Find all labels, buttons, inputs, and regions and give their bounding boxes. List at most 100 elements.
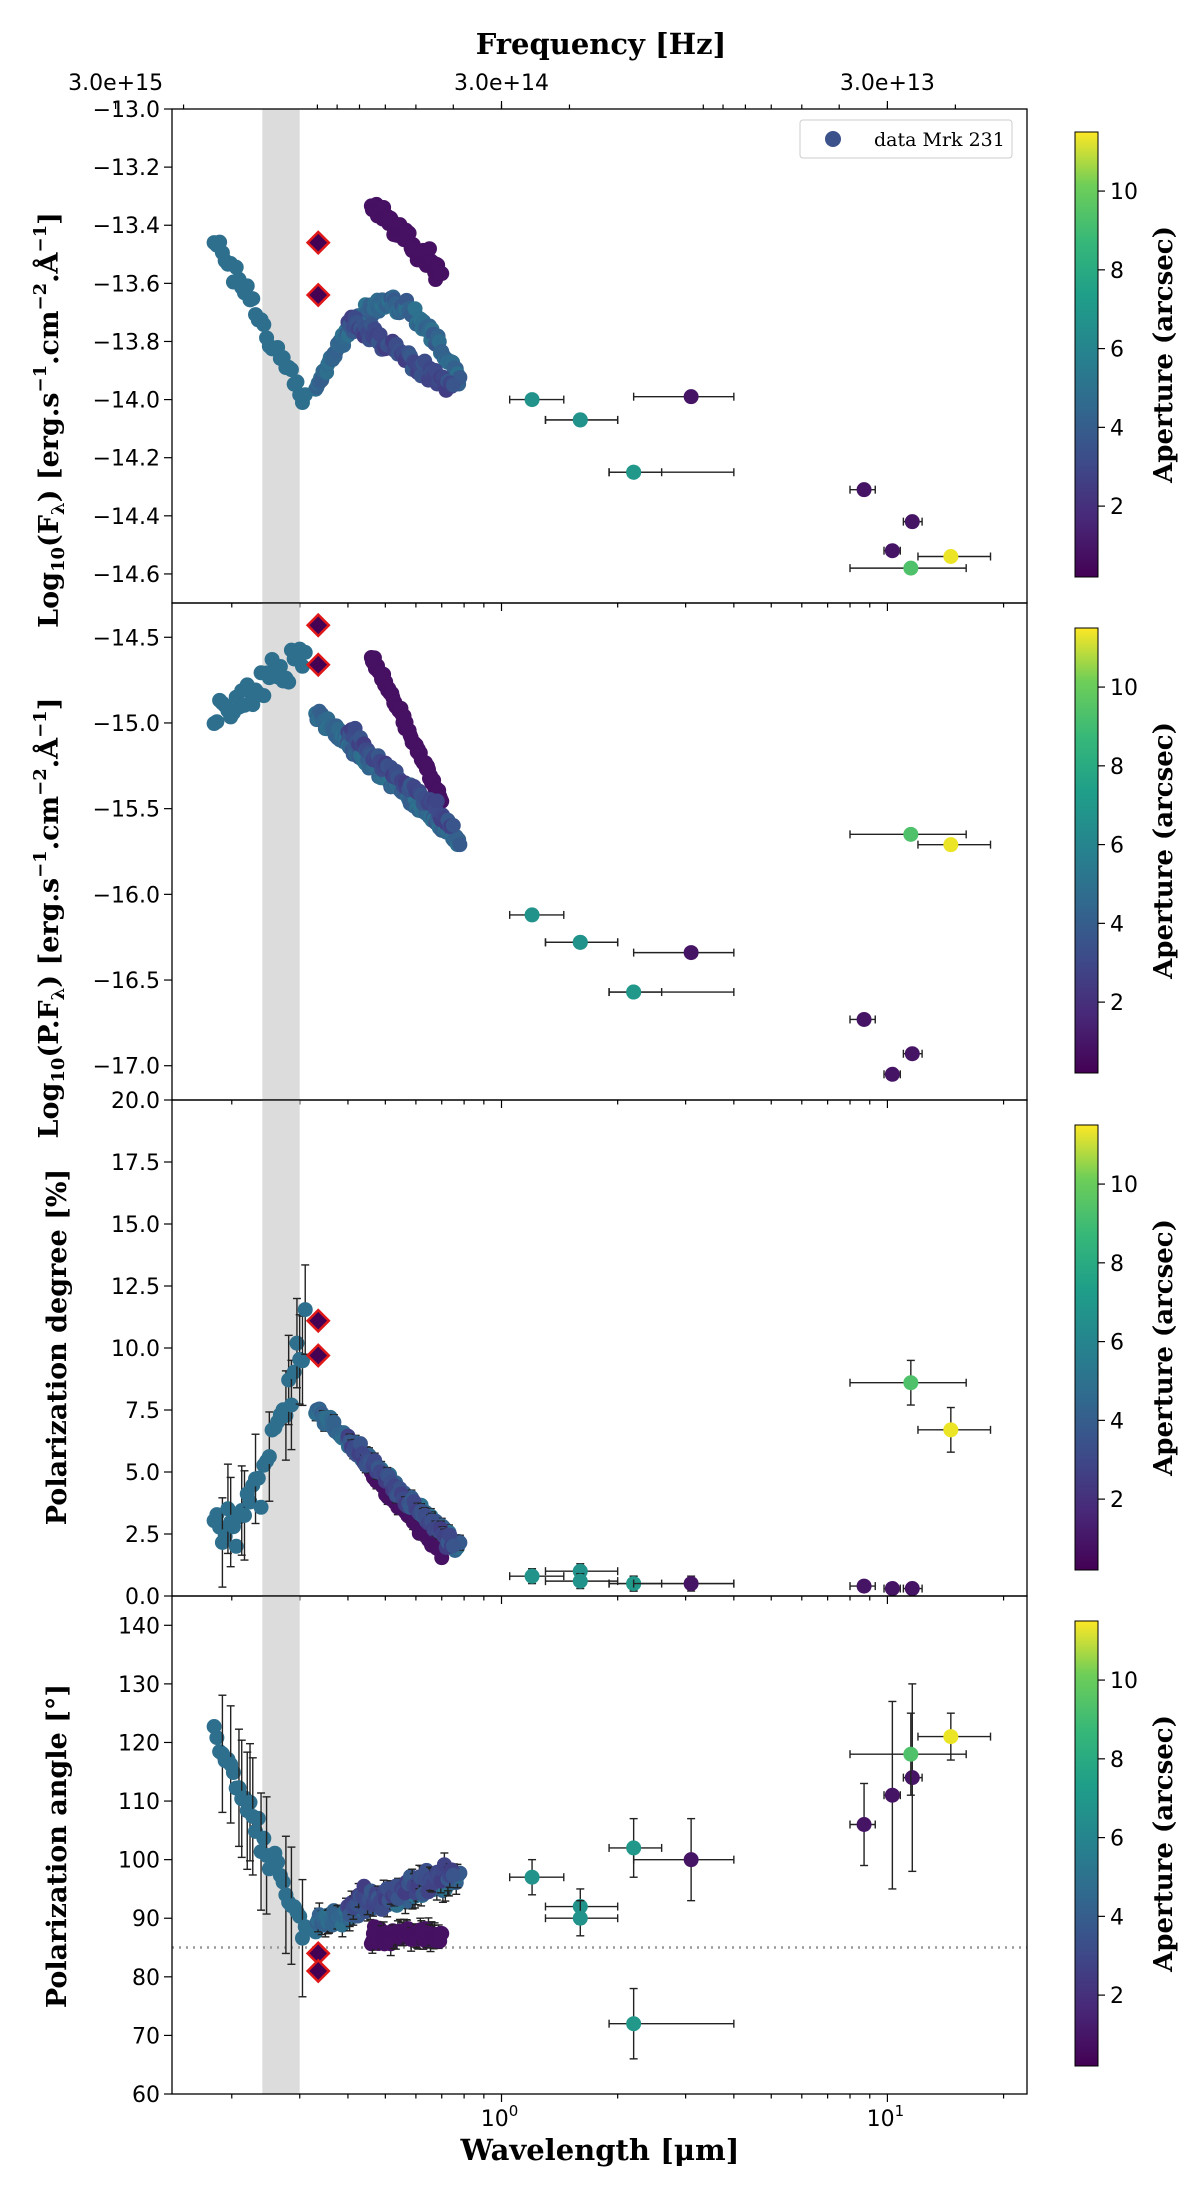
data-point (225, 1764, 241, 1780)
data-point (286, 1364, 302, 1380)
data-point (445, 818, 461, 834)
data-point (904, 514, 920, 530)
data-point (524, 392, 540, 408)
y-tick-label: 70 (132, 2024, 160, 2049)
y-tick-label: 80 (132, 1966, 160, 1991)
panel4-ylabel: Polarization angle [°] (42, 1684, 73, 2008)
data-point (903, 1375, 919, 1391)
top-axis-title: Frequency [Hz] (476, 27, 727, 61)
data-point (572, 934, 588, 950)
data-point (289, 374, 305, 390)
data-point (297, 1302, 313, 1318)
colorbar-tick-label: 2 (1110, 1984, 1124, 2009)
data-point (856, 1578, 872, 1594)
data-point (445, 1867, 461, 1883)
data-point (228, 1538, 244, 1554)
panels: −13.0 −13.2 −13.4 −13.6 −13.8 −14.0 −14.2 −14.4… (93, 98, 1179, 2132)
y-tick-label: 17.5 (111, 1151, 160, 1176)
data-point (683, 389, 699, 405)
data-point (253, 1499, 269, 1515)
data-point (884, 1581, 900, 1597)
panel-frame (171, 108, 1028, 604)
y-tick-label: −14.0 (93, 389, 160, 414)
panel-frame (171, 1595, 1028, 2095)
data-point (524, 907, 540, 923)
diamond-point (305, 652, 331, 678)
colorbar (1074, 627, 1099, 1074)
shaded-band (262, 1596, 300, 2094)
colorbar-tick-label: 4 (1110, 1409, 1124, 1434)
panel3-ylabel: Polarization degree [%] (42, 1169, 73, 1526)
diamond-point (305, 282, 331, 308)
colorbar-tick-label: 6 (1110, 834, 1124, 859)
data-point (261, 1449, 277, 1465)
colorbar-tick-label: 8 (1110, 755, 1124, 780)
top-tick-label: 3.0e+13 (840, 71, 935, 96)
data-point (683, 1576, 699, 1592)
top-tick-label: 3.0e+14 (454, 71, 549, 96)
data-point (856, 1816, 872, 1832)
data-point (294, 1930, 310, 1946)
y-tick-label: 120 (118, 1731, 160, 1756)
data-point (294, 658, 310, 674)
data-point (856, 482, 872, 498)
legend: data Mrk 231 (799, 119, 1013, 159)
data-point (904, 1581, 920, 1597)
data-point (884, 1066, 900, 1082)
y-tick-label: 7.5 (125, 1399, 160, 1424)
panel-3: 0.0 2.5 5.0 7.5 10.0 12.5 15.0 17.5 20.0 2 4 6 8 10 Ap… (111, 1089, 1179, 1610)
y-tick-label: 20.0 (111, 1089, 160, 1114)
colorbar (1074, 1124, 1099, 1571)
data-point (434, 1925, 450, 1941)
colorbar-tick-label: 2 (1110, 495, 1124, 520)
data-point (289, 1335, 305, 1351)
colorbar-tick-label: 6 (1110, 338, 1124, 363)
panel1-ylabel: Log10(Fλ) [erg.s−1.cm−2.Å−1] (30, 212, 69, 628)
data-point (903, 1746, 919, 1762)
data-point (524, 1869, 540, 1885)
data-point (445, 377, 461, 393)
y-tick-label: 130 (118, 1673, 160, 1698)
data-point (228, 259, 244, 275)
y-tick-label: −17.0 (93, 1055, 160, 1080)
data-point (297, 644, 313, 660)
data-point (884, 1787, 900, 1803)
panel-2: −14.5 −15.0 −15.5 −16.0 −16.5 −17.0 2 4 6 8 10 Aper… (93, 602, 1179, 1108)
colorbar-tick-label: 10 (1110, 1669, 1138, 1694)
y-tick-label: 100 (118, 1849, 160, 1874)
y-tick-label: −14.6 (93, 563, 160, 588)
colorbar-tick-label: 2 (1110, 991, 1124, 1016)
colorbar-tick-label: 4 (1110, 416, 1124, 441)
bottom-x-labels: 100 101 (481, 2102, 904, 2132)
data-point (275, 1874, 291, 1890)
colorbar-tick-label: 10 (1110, 676, 1138, 701)
top-tick-label: 3.0e+15 (68, 71, 163, 96)
data-point (683, 1852, 699, 1868)
y-tick-label: 5.0 (125, 1461, 160, 1486)
diamond-point (305, 230, 331, 256)
y-tick-label: −14.2 (93, 447, 160, 472)
data-point (572, 1573, 588, 1589)
y-tick-label: −13.0 (93, 98, 160, 123)
y-tick-label: 12.5 (111, 1275, 160, 1300)
x-axis-title: Wavelength [μm] (460, 2133, 740, 2167)
y-tick-label: −16.0 (93, 883, 160, 908)
y-tick-label: 15.0 (111, 1213, 160, 1238)
data-point (245, 697, 261, 713)
y-tick-label: −14.5 (93, 626, 160, 651)
data-point (250, 1810, 266, 1826)
y-tick-label: −15.5 (93, 798, 160, 823)
diamond-point (305, 1941, 331, 1966)
data-point (270, 1854, 286, 1870)
colorbar-label: Aperture (arcsec) (1149, 1715, 1179, 1973)
data-point (429, 793, 445, 809)
colorbar-tick-label: 4 (1110, 1905, 1124, 1930)
y-tick-label: −14.4 (93, 505, 160, 530)
data-point (209, 1730, 225, 1746)
legend-marker (825, 131, 841, 147)
colorbar-tick-label: 10 (1110, 1173, 1138, 1198)
panel-4: 60 70 80 90 100 110 120 130 140 2 4 6 8 10 Aperture (a… (118, 1595, 1179, 2108)
top-frequency-ticks: 3.0e+163.0e+153.0e+143.0e+133.0e+123.0e+… (68, 71, 956, 109)
data-point (943, 837, 959, 853)
